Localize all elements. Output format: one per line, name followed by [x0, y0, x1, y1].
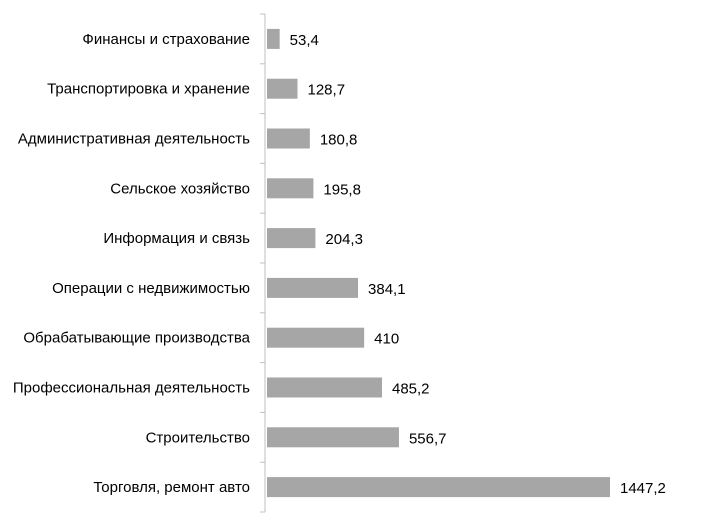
bar — [267, 377, 382, 398]
bar — [267, 28, 280, 49]
bar — [267, 78, 298, 99]
data-label: 53,4 — [290, 32, 319, 49]
value-labels-group: 53,4 128,7 180,8 195,8 204,3 384,1 410 485,2 556… — [290, 32, 666, 497]
category-label: Обрабатывающие производства — [23, 330, 250, 347]
data-label: 1447,2 — [620, 480, 666, 497]
category-label: Профессиональная деятельность — [13, 380, 250, 397]
axis-group — [260, 13, 266, 513]
data-label: 384,1 — [368, 281, 406, 298]
category-label: Транспортировка и хранение — [47, 81, 250, 98]
data-label: 485,2 — [392, 381, 430, 398]
bar — [267, 327, 365, 348]
category-label: Административная деятельность — [18, 131, 250, 148]
data-label: 195,8 — [323, 181, 361, 198]
bar — [267, 277, 359, 298]
category-label: Сельское хозяйство — [110, 180, 250, 197]
bar — [267, 228, 316, 249]
data-label: 410 — [374, 331, 399, 348]
bar — [267, 178, 314, 199]
data-label: 180,8 — [320, 132, 358, 149]
category-label: Торговля, ремонт авто — [93, 479, 250, 496]
data-label: 128,7 — [308, 82, 346, 99]
bar — [267, 477, 610, 498]
category-label: Операции с недвижимостью — [52, 280, 250, 297]
category-label: Строительство — [146, 429, 250, 446]
bar — [267, 427, 399, 448]
data-label: 204,3 — [325, 231, 363, 248]
category-label: Финансы и страхование — [82, 31, 250, 48]
bar — [267, 128, 310, 149]
category-label: Информация и связь — [103, 230, 250, 247]
bars-group — [267, 28, 610, 498]
data-label: 556,7 — [409, 430, 447, 447]
category-labels-group: Финансы и страхование Транспортировка и х… — [13, 31, 251, 496]
